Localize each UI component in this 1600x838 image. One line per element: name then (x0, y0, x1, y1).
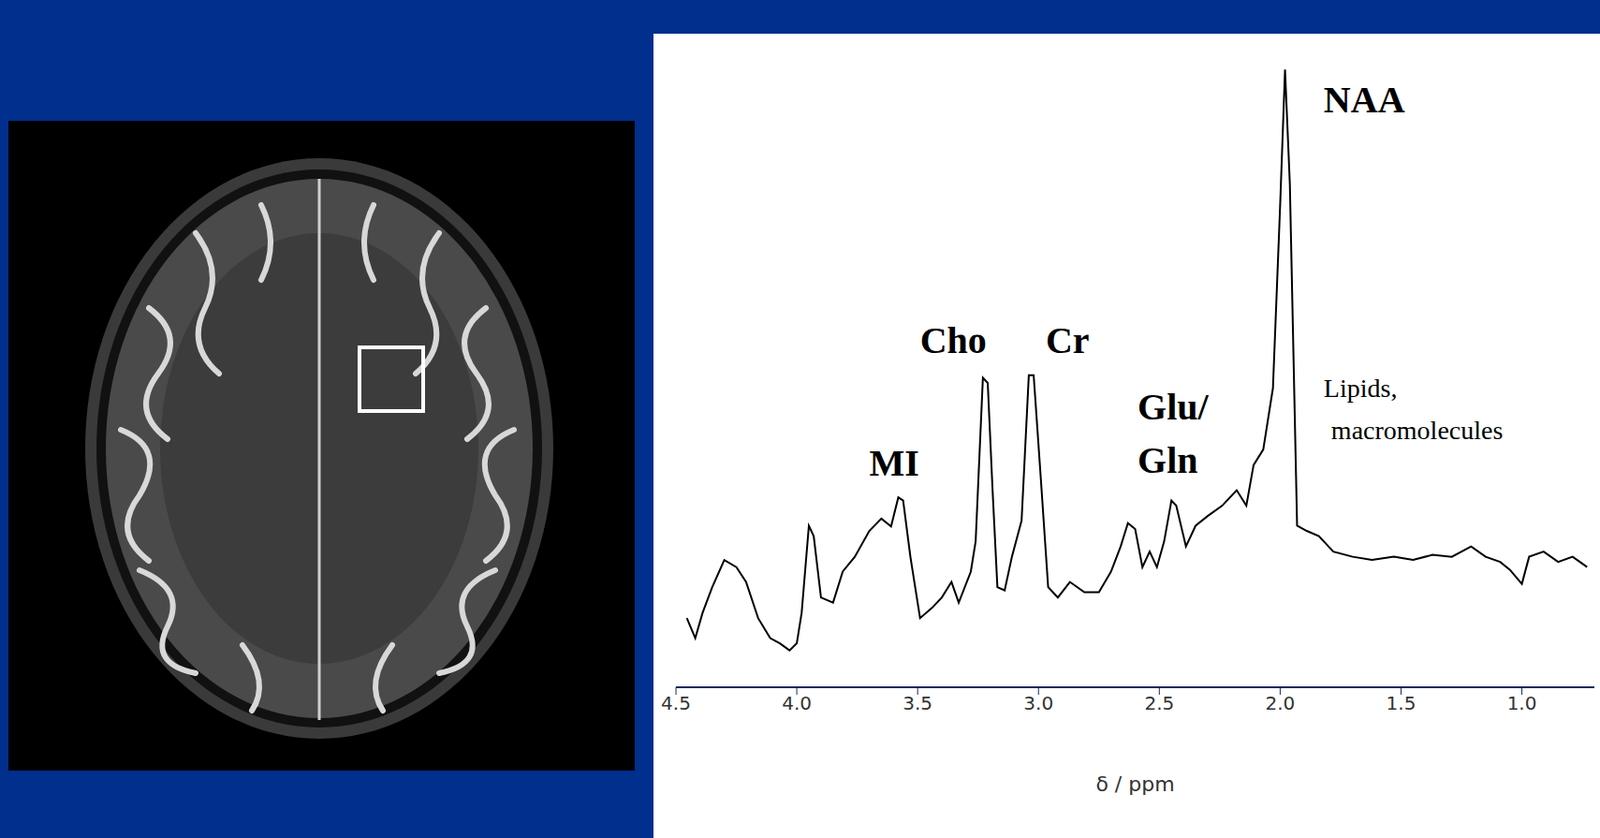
svg-text:δ / ppm: δ / ppm (1095, 772, 1175, 796)
svg-text:NAA: NAA (1323, 78, 1406, 121)
svg-text:MI: MI (869, 440, 920, 484)
svg-text:3.0: 3.0 (1023, 691, 1054, 715)
svg-text:Cr: Cr (1045, 319, 1090, 362)
svg-text:Cho: Cho (920, 319, 987, 362)
svg-text:Lipids,macromolecules: Lipids,macromolecules (1323, 373, 1503, 445)
svg-text:2.5: 2.5 (1144, 691, 1175, 715)
svg-text:3.5: 3.5 (902, 691, 933, 715)
svg-text:4.0: 4.0 (781, 691, 812, 715)
svg-text:1.0: 1.0 (1507, 691, 1538, 715)
svg-text:Glu/Gln: Glu/Gln (1137, 385, 1209, 482)
svg-text:4.5: 4.5 (660, 691, 691, 715)
svg-text:1.5: 1.5 (1386, 691, 1417, 715)
svg-text:2.0: 2.0 (1264, 691, 1295, 715)
